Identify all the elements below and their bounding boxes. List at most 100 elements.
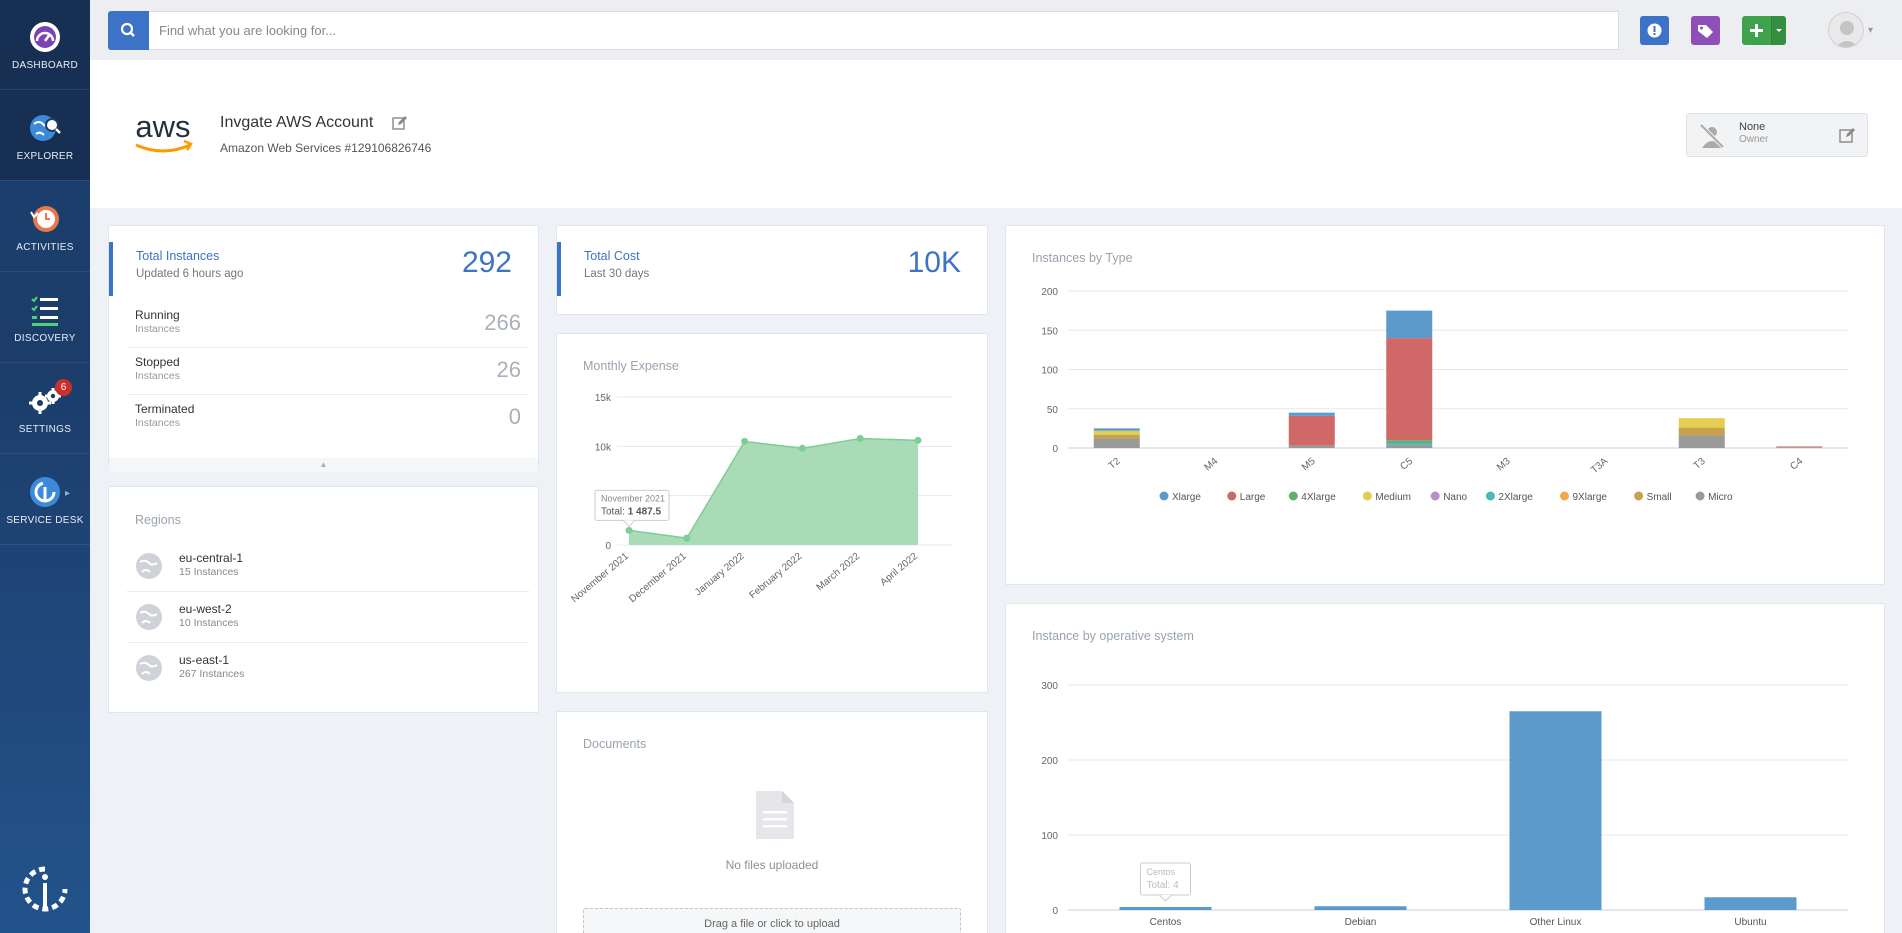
y-tick-label: 200: [1041, 287, 1058, 298]
terminated-label: Terminated: [135, 402, 195, 416]
region-name: eu-central-1: [179, 551, 244, 565]
y-tick-label: 0: [605, 541, 611, 552]
list-item[interactable]: eu-central-1 15 Instances: [127, 541, 529, 592]
account-subtitle: Amazon Web Services #129106826746: [220, 141, 432, 155]
search-button[interactable]: [108, 11, 149, 50]
globe-icon: [136, 553, 162, 579]
sidebar-item-service-desk[interactable]: SERVICE DESK: [0, 455, 90, 545]
bar-segment: [1093, 438, 1140, 448]
sidebar-item-discovery[interactable]: DISCOVERY: [0, 273, 90, 363]
os-bar: [1704, 897, 1797, 910]
avatar[interactable]: [1828, 12, 1864, 48]
x-tick-label: April 2022: [878, 551, 920, 589]
y-tick-label: 15k: [595, 393, 612, 404]
total-cost-label: Total Cost: [584, 249, 640, 263]
instance-by-os-card: Instance by operative system 0 100 200 300 C…: [1005, 603, 1885, 933]
legend-marker: [1288, 491, 1298, 501]
tags-button[interactable]: [1691, 16, 1720, 45]
chevron-down-icon[interactable]: ▾: [1868, 25, 1874, 36]
aws-logo: aws: [135, 109, 193, 153]
explorer-globe-icon: [30, 115, 61, 141]
expense-point: [798, 444, 806, 452]
list-item[interactable]: eu-west-2 10 Instances: [127, 592, 529, 643]
expense-point: [741, 437, 749, 445]
sidebar-item-dashboard[interactable]: DASHBOARD: [0, 0, 90, 90]
dashboard-gauge-icon: [30, 22, 60, 52]
bar-segment: [1093, 430, 1140, 435]
tooltip-pointer: [1159, 894, 1172, 902]
x-tick-label: T3: [1692, 456, 1708, 472]
user-avatar-icon: [1835, 21, 1859, 47]
regions-title: Regions: [135, 513, 181, 527]
expense-line: [628, 437, 919, 539]
collapse-toggle[interactable]: ▲: [109, 458, 538, 472]
bar-segment: [1093, 434, 1140, 439]
os-bar: [1509, 711, 1602, 910]
chevron-up-icon: ▲: [319, 460, 328, 469]
sidebar-item-label: DASHBOARD: [11, 60, 79, 71]
stopped-label: Stopped: [135, 355, 180, 369]
tooltip-title: Centos: [1147, 867, 1176, 877]
region-count: 15 Instances: [179, 566, 239, 578]
x-tick-label: T3A: [1589, 456, 1610, 476]
y-tick-label: 50: [1047, 405, 1059, 416]
sidebar-item-settings[interactable]: SETTINGS 6: [0, 364, 90, 454]
total-cost-card: Total Cost Last 30 days 10K: [556, 225, 988, 315]
legend-label: 4Xlarge: [1301, 492, 1336, 503]
tooltip-pointer: [622, 519, 636, 528]
x-tick-label: Centos: [1150, 917, 1182, 928]
x-tick-label: Ubuntu: [1734, 917, 1766, 928]
bar-segment: [1776, 447, 1823, 448]
bar-segment: [1386, 442, 1433, 445]
edit-icon[interactable]: [392, 115, 408, 131]
region-name: us-east-1: [179, 653, 230, 667]
regions-card: Regions eu-central-1 15 Instances eu-wes…: [108, 486, 539, 713]
x-tick-label: M4: [1202, 456, 1220, 474]
stopped-value: 26: [496, 357, 521, 382]
tooltip-label: Total: 1 487.5: [601, 506, 661, 517]
legend-label: Small: [1647, 492, 1672, 503]
account-header: aws Invgate AWS Account Amazon Web Servi…: [90, 60, 1902, 208]
running-label: Running: [135, 308, 180, 322]
terminated-sub: Instances: [135, 417, 180, 429]
total-instances-updated: Updated 6 hours ago: [136, 268, 244, 280]
total-cost-value: 10K: [907, 246, 961, 279]
sidebar-item-explorer[interactable]: EXPLORER: [0, 91, 90, 181]
alerts-button[interactable]: [1640, 16, 1669, 45]
list-item: Stopped Instances 26: [127, 348, 529, 395]
file-upload-dropzone[interactable]: Drag a file or click to upload: [583, 908, 961, 933]
bar-segment: [1386, 338, 1433, 441]
total-instances-value: 292: [461, 246, 512, 279]
search-input[interactable]: [149, 11, 1619, 50]
search-icon: [120, 22, 135, 37]
bar-segment: [1093, 428, 1140, 431]
y-tick-label: 100: [1041, 831, 1058, 842]
running-sub: Instances: [135, 323, 180, 335]
bar-segment: [1386, 440, 1433, 443]
x-tick-label: M3: [1495, 456, 1513, 474]
legend-label: Nano: [1443, 492, 1467, 503]
edit-icon[interactable]: [1839, 126, 1857, 144]
y-tick-label: 0: [1052, 906, 1058, 917]
total-instances-label[interactable]: Total Instances: [136, 249, 220, 263]
owner-name: None: [1739, 121, 1766, 133]
monthly-expense-title: Monthly Expense: [583, 359, 679, 373]
chevron-right-icon[interactable]: ▸: [65, 488, 71, 499]
list-item[interactable]: us-east-1 267 Instances: [127, 643, 529, 694]
x-tick-label: C4: [1788, 456, 1805, 473]
x-tick-label: T2: [1107, 456, 1123, 472]
documents-card: Documents No files uploaded Drag a file …: [556, 711, 988, 933]
terminated-value: 0: [508, 404, 521, 429]
y-tick-label: 200: [1041, 756, 1058, 767]
bar-segment: [1288, 445, 1335, 448]
sidebar-item-activities[interactable]: ACTIVITIES: [0, 182, 90, 272]
add-dropdown-toggle[interactable]: [1771, 16, 1786, 45]
running-value: 266: [484, 310, 521, 335]
legend-marker: [1227, 491, 1237, 501]
region-name: eu-west-2: [179, 602, 232, 616]
sidebar-item-label: ACTIVITIES: [16, 242, 74, 253]
instances-by-type-card: Instances by Type 0 50 100 150 200 T2 M4 M5 C5 M3…: [1005, 225, 1885, 585]
account-title: Invgate AWS Account: [220, 114, 374, 131]
add-button[interactable]: [1742, 16, 1786, 45]
owner-selector[interactable]: None Owner: [1686, 113, 1868, 157]
